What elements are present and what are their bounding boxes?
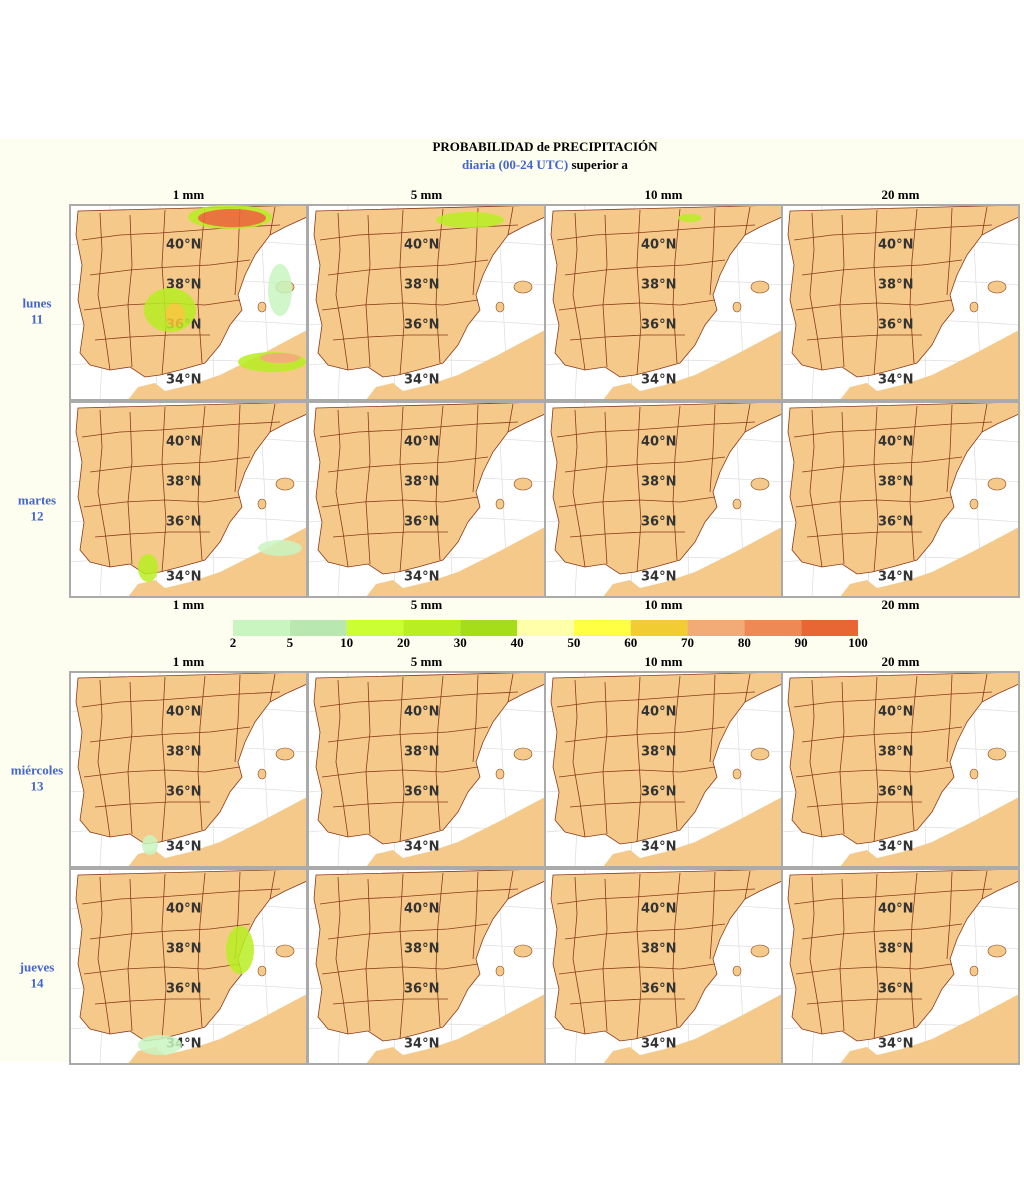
map-panel — [308, 205, 545, 400]
legend-label: 90 — [795, 635, 808, 650]
row-day: lunes — [23, 295, 52, 310]
map-panel — [545, 402, 782, 597]
panels — [69, 204, 1020, 1065]
column-header: 20 mm — [882, 187, 920, 202]
row-day: martes — [18, 492, 56, 507]
map-panel — [308, 672, 545, 867]
column-header: 5 mm — [411, 187, 443, 202]
row-date: 11 — [31, 311, 43, 326]
column-header: 1 mm — [173, 187, 205, 202]
legend-label: 2 — [230, 635, 237, 650]
column-header: 10 mm — [645, 187, 683, 202]
column-header: 5 mm — [411, 597, 443, 612]
legend-swatch — [460, 620, 518, 636]
legend-label: 80 — [738, 635, 751, 650]
panel-frame — [781, 868, 1020, 1065]
precip-overlay — [138, 205, 702, 1055]
legend-swatch — [289, 620, 347, 636]
map-panel — [70, 402, 307, 597]
map-panel — [308, 402, 545, 597]
map-panel — [308, 869, 545, 1064]
subtitle-rest: superior a — [571, 157, 628, 172]
map-panel — [545, 205, 782, 400]
legend-swatch — [346, 620, 404, 636]
column-header: 10 mm — [645, 597, 683, 612]
column-header: 5 mm — [411, 654, 443, 669]
column-header: 20 mm — [882, 654, 920, 669]
map-panel — [70, 672, 307, 867]
legend-swatch — [687, 620, 745, 636]
subtitle-blue: diaria (00-24 UTC) — [462, 157, 568, 172]
legend-label: 20 — [397, 635, 410, 650]
row-date: 12 — [31, 508, 44, 523]
column-header: 10 mm — [645, 654, 683, 669]
legend-swatch — [517, 620, 574, 636]
labels: 1 mm 5 mm 10 mm 20 mm 1 mm 5 mm 10 mm 20 mm 1 mm… — [11, 187, 920, 991]
title: PROBABILIDAD de PRECIPITACIÓN — [432, 139, 658, 154]
panel-frame — [781, 671, 1020, 868]
legend-label: 50 — [567, 635, 580, 650]
subtitle: diaria (00-24 UTC) superior a — [462, 157, 628, 172]
panel-frame — [781, 401, 1020, 598]
legend-label: 40 — [511, 635, 524, 650]
map-panel — [782, 205, 1019, 400]
legend-label: 60 — [624, 635, 637, 650]
row-day: miércoles — [11, 762, 63, 777]
legend-swatch — [744, 620, 802, 636]
legend-label: 100 — [848, 635, 868, 650]
map-panel — [782, 869, 1019, 1064]
map-panel — [70, 869, 307, 1064]
panel-frame — [781, 204, 1020, 401]
map-panel — [782, 402, 1019, 597]
legend-swatch — [630, 620, 688, 636]
legend-swatch — [403, 620, 461, 636]
column-header: 1 mm — [173, 654, 205, 669]
map-panel — [782, 672, 1019, 867]
legend-swatch — [801, 620, 858, 636]
legend-label: 10 — [340, 635, 353, 650]
legend-label: 30 — [454, 635, 467, 650]
legend: 2 5 10 20 30 40 50 60 70 80 90 100 — [230, 620, 868, 650]
row-date: 13 — [31, 778, 45, 793]
legend-label: 5 — [287, 635, 294, 650]
legend-label: 70 — [681, 635, 694, 650]
column-header: 1 mm — [173, 597, 205, 612]
row-day: jueves — [19, 959, 55, 974]
legend-swatch — [233, 620, 290, 636]
row-date: 14 — [31, 975, 45, 990]
legend-swatch — [573, 620, 631, 636]
map-panel — [545, 869, 782, 1064]
map-panel — [545, 672, 782, 867]
column-header: 20 mm — [882, 597, 920, 612]
